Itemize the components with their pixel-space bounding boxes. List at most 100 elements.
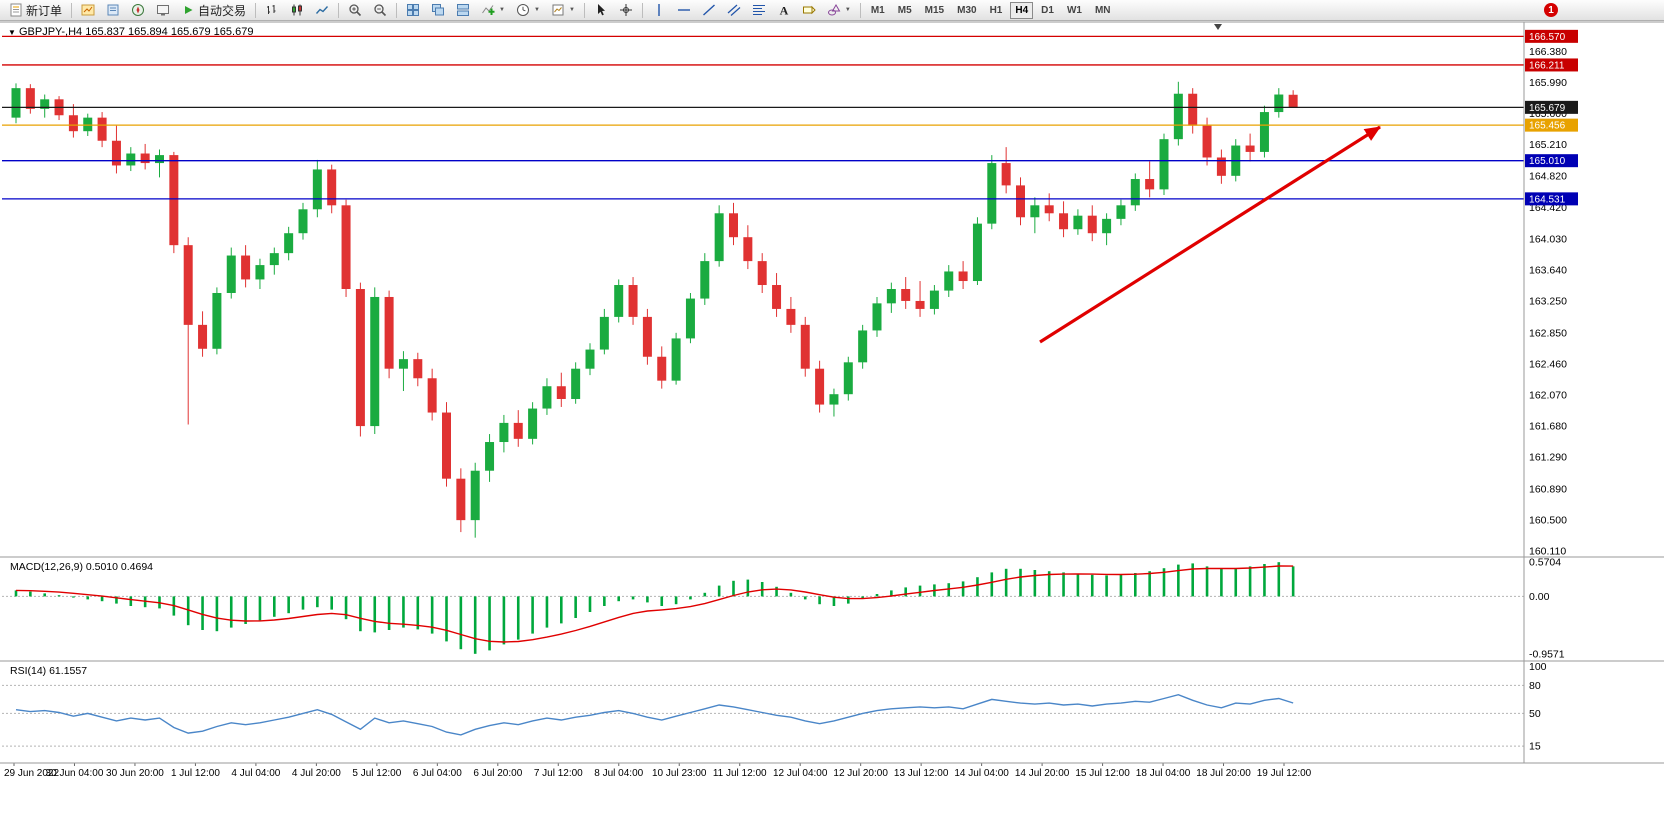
candle-body [571,368,581,399]
svg-text:A: A [780,4,789,18]
timeframe-button-w1[interactable]: W1 [1066,4,1082,16]
timeframe-button-m5[interactable]: M5 [897,4,912,16]
label-button[interactable] [797,0,821,20]
shapes-button[interactable]: ▼ [822,0,856,20]
time-axis-label: 30 Jun 04:00 [46,768,104,779]
time-axis-label: 12 Jul 04:00 [773,768,828,779]
chart-dropdown-icon[interactable]: ▼ [8,28,16,37]
timeframe-button-m30[interactable]: M30 [957,4,977,16]
candle-body [542,386,552,409]
candle-body [1188,93,1198,126]
macd-panel [2,562,1524,654]
chevron-down-icon[interactable]: ▼ [568,7,575,13]
candle-body [772,285,782,309]
market-watch-button[interactable] [76,0,100,20]
pivot-line-badge [1525,118,1578,132]
chart-title-text: GBPJPY-,H4 165.837 165.894 165.679 165.6… [18,26,254,38]
text-button[interactable]: A [772,0,796,20]
timeframe-button-h4[interactable]: H4 [1010,1,1034,19]
price-axis-label: 162.460 [1529,358,1567,370]
timeframe-button-h1[interactable]: H1 [989,4,1003,16]
horizontal-line-button[interactable] [672,0,696,20]
candle-body [398,359,408,369]
candle-body [485,442,495,471]
cascade-windows-button[interactable] [426,0,450,20]
candle-body [183,245,193,325]
timeframe-button-d1[interactable]: D1 [1041,4,1054,16]
time-axis-label: 14 Jul 20:00 [1015,768,1070,779]
zoom-in-button[interactable] [343,0,367,20]
chevron-down-icon[interactable]: ▼ [499,7,505,13]
candle-body [642,316,652,357]
chevron-down-icon[interactable]: ▼ [533,7,540,13]
label-icon [802,3,816,17]
candle-body [269,253,279,266]
navigator-button[interactable] [126,0,150,20]
cascade-icon [431,3,445,17]
candle-body [657,356,667,381]
time-axis-label: 6 Jul 20:00 [473,768,522,779]
candle-body [915,300,925,309]
price-axis-label: 160.890 [1529,484,1567,496]
candlestick-chart-button[interactable] [285,0,309,20]
macd-axis-label: 0.5704 [1529,557,1561,569]
candle-body [442,412,451,479]
timeframe-button-m1[interactable]: M1 [870,4,885,16]
chart-background [0,21,1664,832]
text-icon: A [777,3,791,18]
candle-body [700,261,710,299]
candle-body [312,169,322,210]
arrange-windows-button[interactable] [451,0,475,20]
indicators-button[interactable]: ▼ [476,0,510,20]
candle-body [1102,218,1112,234]
candle-body [40,99,50,109]
candle-body [987,163,997,224]
cursor-button[interactable] [589,0,613,20]
price-axis[interactable]: 166.380165.990165.600165.210164.820164.4… [1525,29,1578,753]
channel-button[interactable] [722,0,746,20]
autotrade-button[interactable]: 自动交易 [176,0,251,20]
periods-button[interactable]: ▼ [511,0,545,20]
resistance-line-1-badge [1525,29,1578,43]
candle-body [456,478,466,521]
candle-body [944,271,954,291]
line-chart-button[interactable] [310,0,334,20]
trend-arrow[interactable] [1039,125,1381,344]
candle-body [858,330,868,363]
indicators-icon [481,3,495,17]
candle-body [241,255,251,280]
candle-body [284,233,294,254]
new-order-button[interactable]: 新订单 [4,0,67,20]
toolbar-separator [396,2,398,18]
templates-button[interactable]: ▼ [546,0,580,20]
candle-body [226,255,236,293]
chevron-down-icon[interactable]: ▼ [844,7,851,13]
candle-body [671,338,681,381]
bar-chart-button[interactable] [260,0,284,20]
notification-badge[interactable]: 1 [1544,3,1558,17]
time-axis-label: 30 Jun 20:00 [106,768,164,779]
zoom-out-button[interactable] [368,0,392,20]
timeframe-button-mn[interactable]: MN [1094,4,1111,16]
price-axis-label: 166.380 [1529,46,1567,58]
candle-body [97,117,107,141]
chart-shift-marker[interactable] [1214,24,1222,30]
fibonacci-button[interactable] [747,0,771,20]
price-axis-label: 164.030 [1529,233,1567,245]
data-window-button[interactable] [101,0,125,20]
trendline-button[interactable] [697,0,721,20]
new-order-button-label: 新订单 [26,3,63,18]
timeframe-button-m15[interactable]: M15 [924,4,945,16]
vertical-line-button[interactable] [647,0,671,20]
candle-body [886,289,896,304]
time-axis-label: 6 Jul 04:00 [413,768,462,779]
candle-body [556,386,566,399]
tile-windows-button[interactable] [401,0,425,20]
time-axis-label: 7 Jul 12:00 [534,768,583,779]
candle-body [212,292,222,349]
terminal-button[interactable] [151,0,175,20]
crosshair-button[interactable] [614,0,638,20]
time-axis-label: 11 Jul 12:00 [713,768,767,779]
candle-body [1130,179,1140,206]
